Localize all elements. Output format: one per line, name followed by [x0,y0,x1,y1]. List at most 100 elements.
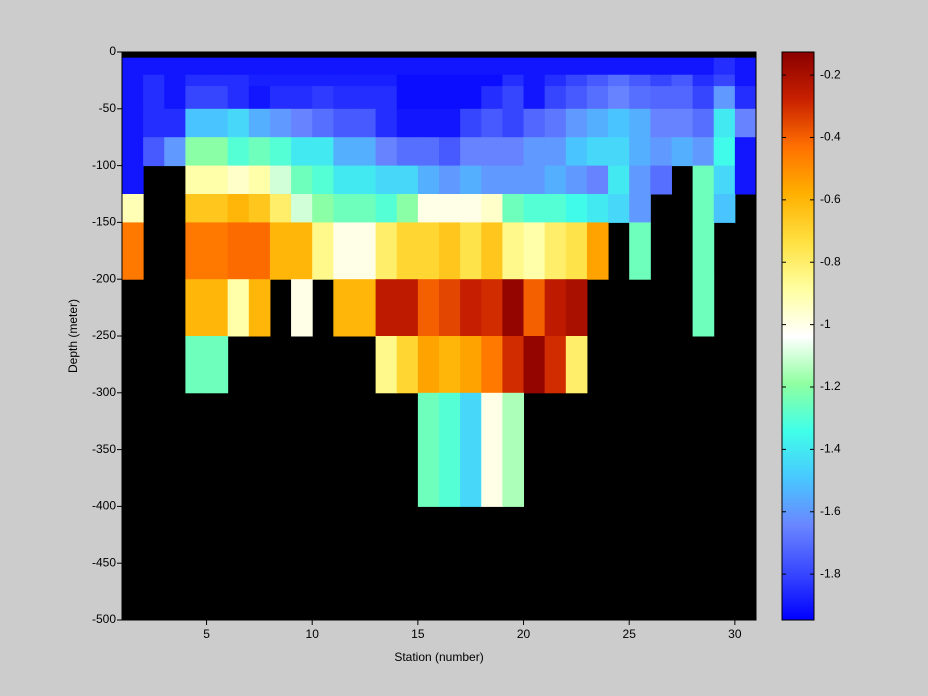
heatmap-cell [565,108,588,138]
heatmap-cell [375,74,398,87]
heatmap-cell [333,194,355,223]
heatmap-cell [185,86,208,110]
heatmap-cell [481,108,503,138]
heatmap-cell [269,165,292,195]
heatmap-cell [206,137,229,167]
heatmap-cell [460,194,482,223]
heatmap-cell [333,108,355,138]
heatmap-cell [565,137,588,167]
heatmap-cell [396,194,419,223]
heatmap-cell [502,57,525,76]
heatmap-cell [502,279,525,337]
heatmap-cell [544,194,567,223]
heatmap-cell [143,86,165,110]
heatmap-cell [713,194,736,223]
heatmap-cell [502,86,525,110]
heatmap-cell [523,57,546,76]
heatmap-cell [248,86,271,110]
heatmap-cell [269,86,292,110]
heatmap-cell [185,74,208,87]
heatmap-cell [269,137,292,167]
heatmap-cell [185,222,208,280]
heatmap-cell [375,165,398,195]
heatmap-cell [565,336,588,394]
x-tick-label: 30 [728,627,742,641]
y-tick-label: -150 [92,215,116,229]
heatmap-cell [291,74,313,87]
heatmap-cell [291,279,313,337]
heatmap-cell [650,57,672,76]
heatmap-cell [333,165,355,195]
heatmap-cell [354,86,377,110]
heatmap-cell [439,74,461,87]
heatmap-cell [565,222,588,280]
heatmap-cell [291,86,313,110]
heatmap-cell [608,74,630,87]
heatmap-cell [523,336,546,394]
heatmap-cell [734,86,757,110]
heatmap-cell [544,279,567,337]
heatmap-cell [164,108,186,138]
heatmap-cell [460,86,482,110]
heatmap-cell [629,222,651,280]
heatmap-cell [291,108,313,138]
heatmap-cell [227,86,250,110]
heatmap-cell [692,279,715,337]
heatmap-cell [164,74,186,87]
heatmap-cell [375,336,398,394]
heatmap-cell [671,108,694,138]
heatmap-cell [713,165,736,195]
heatmap-cell [481,392,503,507]
heatmap-cell [650,108,672,138]
heatmap-cell [143,137,165,167]
colorbar-tick-label: -0.8 [820,254,841,268]
heatmap-cell [396,137,419,167]
heatmap-cell [502,137,525,167]
heatmap-cell [502,194,525,223]
heatmap-cell [269,57,292,76]
heatmap-cell [439,137,461,167]
y-tick-label: -300 [92,385,116,399]
heatmap-cell [312,222,334,280]
heatmap-cell [248,194,271,223]
heatmap-cell [164,86,186,110]
heatmap-cell [206,279,229,337]
heatmap-cell [206,86,229,110]
colorbar-tick-label: -1.2 [820,379,841,393]
heatmap-cell [439,222,461,280]
heatmap-cell [523,194,546,223]
heatmap-cell [650,165,672,195]
heatmap-cell [248,108,271,138]
x-tick-label: 10 [306,627,320,641]
heatmap-cell [248,279,271,337]
heatmap-cell [586,165,609,195]
heatmap-cell [460,57,482,76]
heatmap-cell [671,57,694,76]
heatmap-cell [354,74,377,87]
heatmap-cell [354,222,377,280]
heatmap-cell [439,57,461,76]
heatmap-cell [206,336,229,394]
heatmap-cell [312,137,334,167]
heatmap-cell [481,137,503,167]
heatmap-cell [481,336,503,394]
colorbar-tick-label: -0.4 [820,130,841,144]
heatmap-cell [269,222,292,280]
heatmap-cell [565,86,588,110]
heatmap-cell [734,57,757,76]
heatmap-cell [586,57,609,76]
heatmap-cell [713,86,736,110]
heatmap-cell [481,194,503,223]
heatmap-cell [481,74,503,87]
heatmap-cell [375,279,398,337]
heatmap-cell [143,108,165,138]
heatmap-cell [502,392,525,507]
heatmap-cell [544,108,567,138]
y-tick-label: -450 [92,555,116,569]
heatmap-cell [417,137,440,167]
heatmap-cell [629,57,651,76]
y-tick-label: -350 [92,442,116,456]
heatmap-cell [671,86,694,110]
heatmap-cell [333,279,355,337]
